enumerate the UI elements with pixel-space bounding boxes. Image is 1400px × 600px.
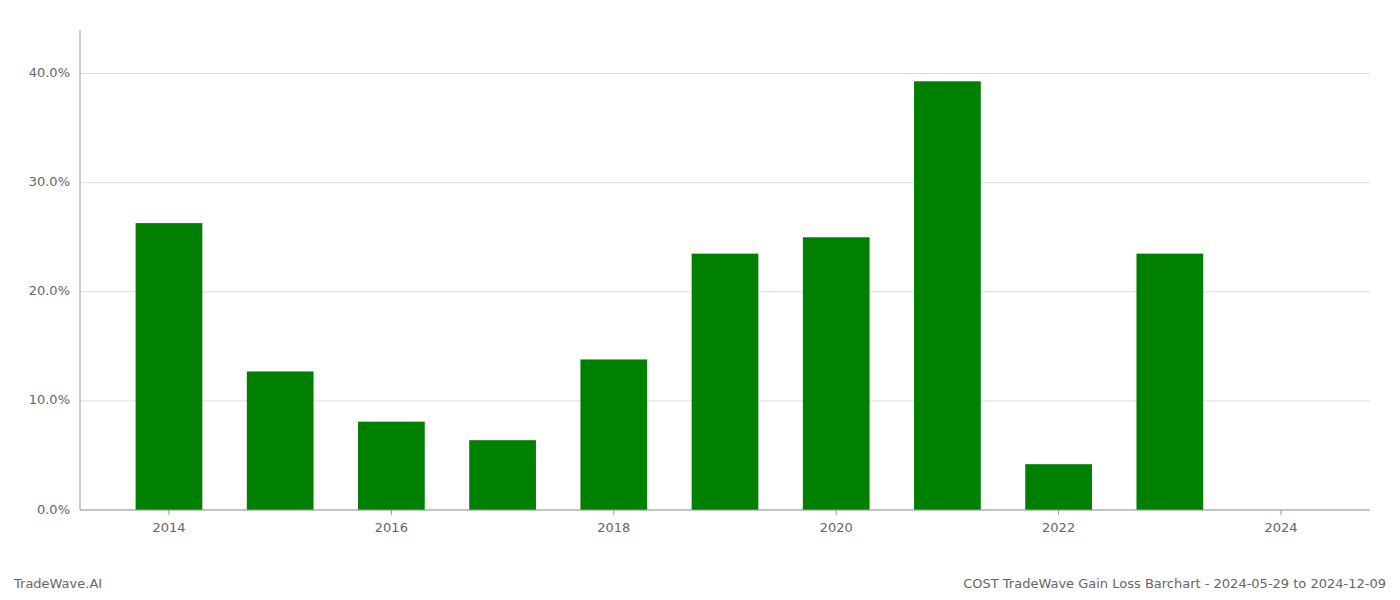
grid-line <box>80 182 1370 183</box>
chart-container: 0.0% 10.0% 20.0% 30.0% 40.0% 2014 2016 2018 2020… <box>0 0 1400 600</box>
bar <box>358 422 425 510</box>
bar <box>1025 464 1092 510</box>
bars <box>136 81 1204 510</box>
x-tick <box>836 510 837 515</box>
bar <box>580 359 647 510</box>
annotations: TradeWave.AI COST TradeWave Gain Loss Bar… <box>13 576 1386 591</box>
x-tick-label: 2014 <box>152 520 185 535</box>
x-tick <box>168 510 169 515</box>
annotation: COST TradeWave Gain Loss Barchart - 2024… <box>963 576 1386 591</box>
x-tick <box>1058 510 1059 515</box>
annotation: TradeWave.AI <box>13 576 102 591</box>
bar <box>1136 254 1203 510</box>
y-axis-line <box>80 30 81 510</box>
bar <box>247 371 314 510</box>
bar <box>692 254 759 510</box>
x-axis-line <box>80 510 1370 511</box>
bar <box>914 81 981 510</box>
x-tick-label: 2022 <box>1042 520 1075 535</box>
x-tick <box>613 510 614 515</box>
x-tick <box>391 510 392 515</box>
x-tick-label: 2020 <box>820 520 853 535</box>
x-tick-label: 2018 <box>597 520 630 535</box>
y-tick-label: 30.0% <box>29 174 70 189</box>
y-axis: 0.0% 10.0% 20.0% 30.0% 40.0% <box>29 30 80 517</box>
grid-line <box>80 73 1370 74</box>
x-axis: 2014 2016 2018 2020 2022 2024 <box>80 510 1370 535</box>
chart-svg: 0.0% 10.0% 20.0% 30.0% 40.0% 2014 2016 2018 2020… <box>0 0 1400 600</box>
y-tick-label: 40.0% <box>29 65 70 80</box>
y-tick-label: 0.0% <box>37 502 70 517</box>
bar <box>803 237 870 510</box>
x-tick-label: 2024 <box>1264 520 1297 535</box>
y-tick-label: 10.0% <box>29 392 70 407</box>
bar <box>136 223 203 510</box>
grid-line <box>80 510 1370 511</box>
bar <box>469 440 536 510</box>
y-tick-label: 20.0% <box>29 283 70 298</box>
y-grid <box>80 74 1370 510</box>
x-tick <box>1281 510 1282 515</box>
x-tick-label: 2016 <box>375 520 408 535</box>
